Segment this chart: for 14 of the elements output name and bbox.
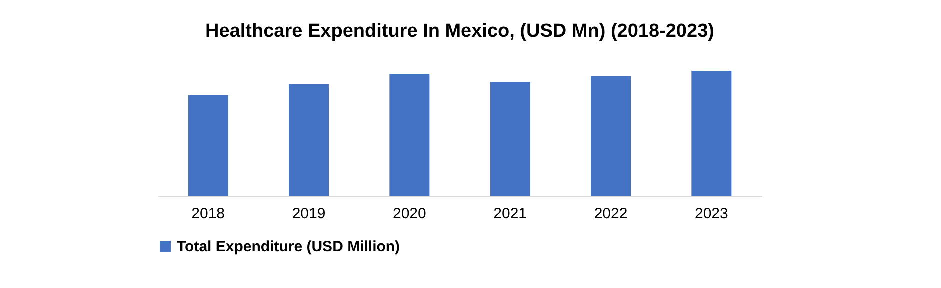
x-tick-label: 2018: [192, 206, 226, 222]
chart-title: Healthcare Expenditure In Mexico, (USD Mn) (2018-2023): [206, 21, 714, 42]
bar: [692, 71, 732, 196]
bar: [188, 95, 228, 196]
bar: [289, 84, 329, 196]
bar: [490, 82, 530, 196]
bar: [390, 74, 430, 196]
bar: [591, 76, 631, 196]
legend-label: Total Expenditure (USD Million): [177, 238, 400, 256]
x-tick-label: 2023: [694, 206, 728, 222]
x-tick-label: 2021: [494, 206, 528, 222]
x-tick-label: 2019: [292, 206, 326, 222]
x-tick-label: 2020: [392, 206, 426, 222]
x-tick-label: 2022: [594, 206, 628, 222]
